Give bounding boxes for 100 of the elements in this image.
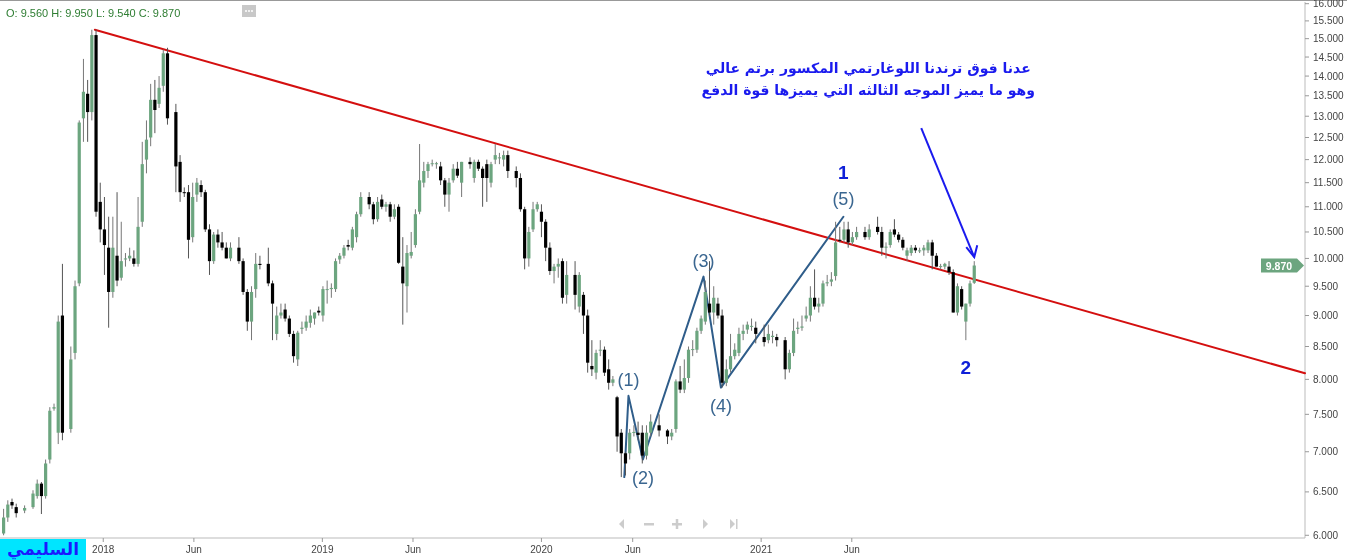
- candlestick: [762, 324, 766, 348]
- x-tick-label: Jun: [624, 544, 641, 555]
- y-tick-label: 6.500: [1313, 486, 1339, 498]
- candlestick: [821, 280, 825, 308]
- candlestick: [144, 119, 149, 174]
- candlestick: [640, 424, 644, 464]
- candlestick: [439, 161, 443, 186]
- candlestick: [514, 165, 518, 188]
- candlestick: [682, 358, 686, 394]
- candlestick: [766, 324, 770, 344]
- candlestick: [258, 255, 262, 270]
- candlestick: [270, 280, 275, 341]
- y-tick-label: 15.500: [1313, 15, 1345, 27]
- y-tick-label: 13.500: [1313, 90, 1345, 102]
- candlestick: [787, 349, 791, 374]
- x-tick-label: 2018: [92, 544, 115, 555]
- candlestick: [842, 221, 846, 243]
- candlestick: [565, 260, 569, 305]
- x-tick-label: Jun: [843, 544, 860, 555]
- text: O: 9.560 H: 9.950 L: 9.540 C: 9.870: [6, 7, 181, 19]
- candlestick: [199, 179, 203, 198]
- candlestick: [6, 499, 10, 523]
- candlestick: [157, 75, 161, 109]
- y-tick-label: 6.000: [1313, 529, 1339, 541]
- candlestick: [275, 306, 279, 341]
- candlestick: [485, 159, 489, 203]
- candlestick: [497, 152, 502, 165]
- candlestick: [800, 315, 804, 332]
- candlestick: [153, 79, 157, 134]
- candlestick: [863, 226, 867, 241]
- candlestick: [531, 201, 535, 233]
- candlestick: [39, 481, 44, 515]
- candlestick: [552, 263, 556, 284]
- candlestick: [972, 260, 976, 285]
- candlestick: [611, 375, 615, 387]
- candlestick: [628, 428, 632, 461]
- candlestick: [737, 327, 741, 357]
- candlestick: [443, 177, 447, 208]
- candlestick: [283, 303, 287, 323]
- annotation: (2): [631, 467, 654, 488]
- candlestick: [884, 241, 888, 259]
- candlestick: [308, 309, 312, 329]
- candlestick: [678, 365, 682, 394]
- candlestick: [291, 330, 296, 364]
- candlestick: [960, 285, 964, 311]
- candlestick: [712, 285, 716, 326]
- annotation: (5): [832, 188, 855, 209]
- candlestick: [388, 201, 392, 223]
- candlestick: [930, 239, 934, 270]
- y-tick-label: 9.500: [1313, 280, 1339, 292]
- annotation: 2: [960, 357, 972, 379]
- candlestick: [539, 203, 544, 238]
- candlestick: [632, 424, 636, 437]
- candlestick: [846, 221, 850, 249]
- candlestick: [132, 249, 136, 268]
- candlestick: [119, 221, 123, 282]
- x-tick-label: 2020: [530, 544, 554, 555]
- candlestick: [964, 303, 968, 341]
- candlestick: [359, 191, 363, 218]
- candlestick: [86, 79, 90, 143]
- candlestick: [304, 315, 308, 332]
- candlestick: [460, 161, 464, 198]
- x-tick-label: Jun: [185, 544, 202, 555]
- candlestick: [506, 150, 510, 179]
- candlestick: [968, 280, 972, 308]
- candlestick: [371, 201, 375, 225]
- candlestick: [472, 159, 476, 184]
- candlestick: [468, 156, 472, 170]
- candlestick: [623, 451, 628, 476]
- candlestick: [728, 333, 733, 374]
- candlestick: [749, 318, 754, 332]
- candlestick: [573, 260, 577, 311]
- y-tick-label: 8.500: [1313, 341, 1339, 353]
- y-tick-label: 7.500: [1313, 408, 1339, 420]
- y-tick-label: 14.500: [1313, 51, 1345, 63]
- candlestick: [426, 161, 430, 179]
- x-tick-label: 2019: [311, 544, 334, 555]
- candlestick: [888, 228, 892, 249]
- candlestick: [644, 424, 649, 461]
- y-tick-label: 13.000: [1313, 110, 1345, 122]
- y-tick-label: 11.000: [1313, 201, 1344, 213]
- candlestick: [649, 413, 653, 437]
- candlestick: [195, 177, 199, 203]
- candlestick: [581, 291, 586, 335]
- candlestick: [384, 201, 388, 213]
- candlestick: [216, 228, 220, 249]
- annotation: (4): [709, 395, 732, 416]
- y-tick-label: 10.000: [1313, 252, 1345, 264]
- candlestick: [905, 247, 909, 262]
- x-tick-label: Jun: [404, 544, 422, 555]
- candlestick: [375, 196, 380, 223]
- y-tick-label: 12.000: [1313, 154, 1345, 166]
- candlestick: [287, 315, 291, 338]
- annotation: (3): [692, 250, 715, 271]
- candlestick: [220, 231, 224, 251]
- text: السليمي: [7, 539, 79, 560]
- candlestick: [279, 303, 283, 320]
- candlestick: [880, 226, 884, 257]
- candlestick: [812, 268, 817, 311]
- y-tick-label: 9.000: [1313, 310, 1339, 322]
